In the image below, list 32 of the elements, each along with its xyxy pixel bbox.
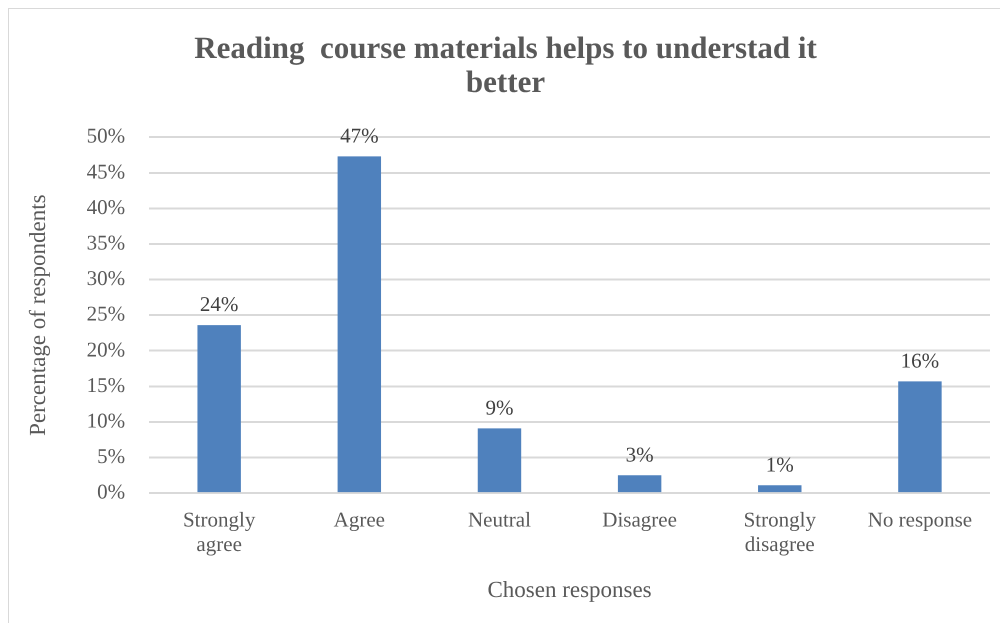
data-label: 3% bbox=[626, 442, 654, 466]
x-tick-label: Strongly disagree bbox=[744, 508, 816, 556]
x-axis-title: Chosen responses bbox=[487, 577, 652, 602]
x-tick-label: No response bbox=[868, 508, 972, 532]
y-tick-label: 50% bbox=[86, 124, 126, 148]
bar bbox=[197, 325, 241, 492]
y-tick-label: 5% bbox=[97, 444, 126, 468]
bar bbox=[618, 475, 662, 492]
y-tick-label: 15% bbox=[86, 372, 126, 397]
data-label: 9% bbox=[485, 395, 514, 420]
data-label: 24% bbox=[200, 292, 238, 316]
y-tick-label: 25% bbox=[86, 302, 126, 326]
chart-title: Reading course materials helps to understad it better bbox=[194, 30, 818, 100]
y-axis-title: Percentage of respondents bbox=[24, 194, 50, 436]
y-tick-label: 10% bbox=[86, 408, 126, 432]
x-tick-label: Strongly agree bbox=[182, 508, 256, 556]
y-tick-label: 40% bbox=[86, 194, 126, 219]
y-tick-label: 0% bbox=[97, 480, 126, 504]
bar bbox=[478, 428, 522, 492]
x-tick-label: Agree bbox=[334, 508, 385, 532]
bar bbox=[338, 156, 382, 492]
y-tick-label: 30% bbox=[86, 266, 126, 290]
y-tick-label: 20% bbox=[86, 337, 126, 362]
data-label: 1% bbox=[766, 452, 794, 476]
data-label: 47% bbox=[340, 123, 379, 148]
y-tick-label: 45% bbox=[86, 159, 126, 184]
data-label: 16% bbox=[900, 348, 940, 372]
bar bbox=[898, 381, 942, 492]
y-tick-label: 35% bbox=[86, 230, 126, 254]
bar bbox=[758, 485, 802, 492]
x-tick-label: Neutral bbox=[468, 508, 532, 532]
x-tick-label: Disagree bbox=[602, 508, 677, 532]
